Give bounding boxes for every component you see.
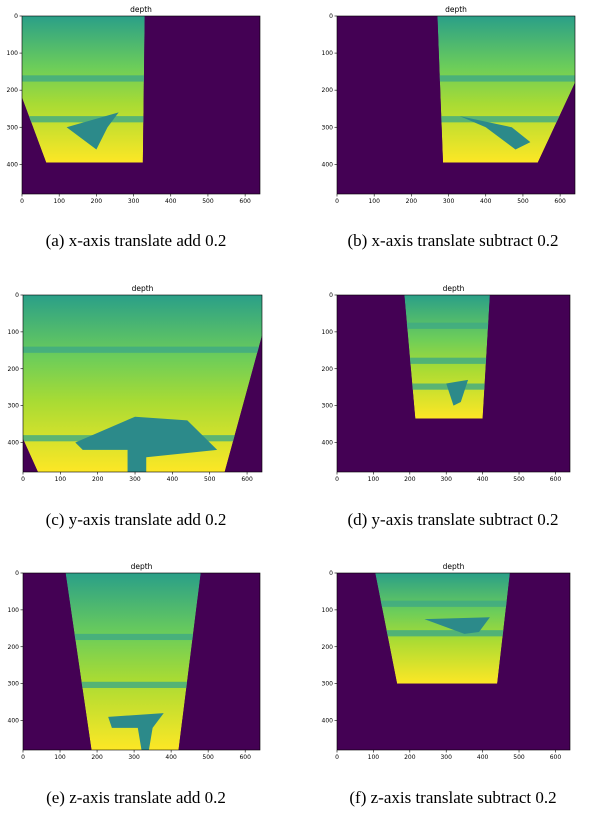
panel: depth 0 100 200 300 400 500 600 0 100 200 300 400 (b)… <box>322 5 575 250</box>
x-tick-label: 100 <box>55 476 67 483</box>
x-tick-label: 0 <box>21 754 25 761</box>
x-tick-label: 300 <box>440 476 452 483</box>
x-tick-label: 200 <box>92 476 104 483</box>
y-tick-label: 200 <box>8 644 20 651</box>
y-tick-label: 200 <box>8 366 20 373</box>
shelf <box>23 347 262 353</box>
figure: depth 0 100 200 300 400 500 600 0 100 200 300 400 (a)… <box>0 0 606 816</box>
y-tick-label: 100 <box>7 50 19 57</box>
y-tick-label: 400 <box>322 161 334 168</box>
x-tick-label: 400 <box>165 198 177 205</box>
x-tick-label: 0 <box>335 476 339 483</box>
y-tick-label: 100 <box>8 607 20 614</box>
panel-title: depth <box>130 5 152 14</box>
y-tick-label: 200 <box>7 87 19 94</box>
y-tick-label: 300 <box>322 124 334 131</box>
x-tick-label: 100 <box>54 754 66 761</box>
y-tick-label: 200 <box>322 87 334 94</box>
x-tick-label: 300 <box>128 198 140 205</box>
x-tick-label: 600 <box>239 754 251 761</box>
caption: (b) x-axis translate subtract 0.2 <box>347 231 558 250</box>
y-tick-label: 100 <box>322 50 334 57</box>
x-tick-label: 600 <box>241 476 253 483</box>
y-tick-label: 200 <box>322 366 334 373</box>
x-tick-label: 200 <box>91 754 103 761</box>
panel-title: depth <box>132 284 154 293</box>
panel-title: depth <box>443 284 465 293</box>
x-tick-label: 600 <box>239 198 251 205</box>
x-tick-label: 0 <box>335 754 339 761</box>
x-tick-label: 500 <box>204 476 216 483</box>
y-tick-label: 0 <box>329 292 333 299</box>
panel: depth 0 100 200 300 400 500 600 0 100 200 300 400 (c)… <box>8 284 262 529</box>
x-tick-label: 300 <box>128 754 140 761</box>
y-tick-label: 200 <box>322 644 334 651</box>
x-tick-label: 400 <box>480 198 492 205</box>
x-tick-label: 500 <box>202 754 214 761</box>
x-tick-label: 100 <box>368 476 380 483</box>
x-tick-label: 100 <box>53 198 65 205</box>
x-tick-label: 100 <box>368 198 380 205</box>
caption: (c) y-axis translate add 0.2 <box>46 510 227 529</box>
x-tick-label: 300 <box>440 754 452 761</box>
panel-title: depth <box>443 562 465 571</box>
y-tick-label: 100 <box>322 329 334 336</box>
y-tick-label: 0 <box>15 570 19 577</box>
y-tick-label: 400 <box>8 718 20 725</box>
y-tick-label: 400 <box>322 440 334 447</box>
y-tick-label: 300 <box>8 681 20 688</box>
x-tick-label: 500 <box>513 476 525 483</box>
y-tick-label: 300 <box>8 403 20 410</box>
panel-title: depth <box>131 562 153 571</box>
panel: depth 0 100 200 300 400 500 600 0 100 200 300 400 (f)… <box>322 562 570 807</box>
x-tick-label: 600 <box>550 754 562 761</box>
y-tick-label: 300 <box>7 124 19 131</box>
caption: (d) y-axis translate subtract 0.2 <box>347 510 558 529</box>
y-tick-label: 100 <box>322 607 334 614</box>
room-depth <box>375 573 510 684</box>
x-tick-label: 500 <box>517 198 529 205</box>
y-tick-label: 400 <box>8 440 20 447</box>
x-tick-label: 500 <box>202 198 214 205</box>
x-tick-label: 300 <box>443 198 455 205</box>
x-tick-label: 0 <box>335 198 339 205</box>
panel: depth 0 100 200 300 400 500 600 0 100 200 300 400 (e)… <box>8 562 260 807</box>
caption: (f) z-axis translate subtract 0.2 <box>349 788 556 807</box>
y-tick-label: 0 <box>14 13 18 20</box>
room <box>23 295 262 472</box>
y-tick-label: 400 <box>7 161 19 168</box>
x-tick-label: 100 <box>368 754 380 761</box>
x-tick-label: 200 <box>404 476 416 483</box>
room-depth <box>22 16 145 162</box>
x-tick-label: 200 <box>406 198 418 205</box>
y-tick-label: 0 <box>15 292 19 299</box>
x-tick-label: 400 <box>167 476 179 483</box>
room-depth <box>404 295 490 419</box>
x-tick-label: 600 <box>550 476 562 483</box>
x-tick-label: 200 <box>91 198 103 205</box>
x-tick-label: 0 <box>21 476 25 483</box>
x-tick-label: 400 <box>477 476 489 483</box>
x-tick-label: 400 <box>165 754 177 761</box>
x-tick-label: 600 <box>554 198 566 205</box>
y-tick-label: 300 <box>322 681 334 688</box>
caption: (e) z-axis translate add 0.2 <box>46 788 226 807</box>
x-tick-label: 0 <box>20 198 24 205</box>
x-tick-label: 300 <box>129 476 141 483</box>
y-tick-label: 0 <box>329 570 333 577</box>
x-tick-label: 200 <box>404 754 416 761</box>
y-tick-label: 400 <box>322 718 334 725</box>
caption: (a) x-axis translate add 0.2 <box>46 231 227 250</box>
panel: depth 0 100 200 300 400 500 600 0 100 200 300 400 (d)… <box>322 284 570 529</box>
panel: depth 0 100 200 300 400 500 600 0 100 200 300 400 (a)… <box>7 5 260 250</box>
y-tick-label: 0 <box>329 13 333 20</box>
x-tick-label: 500 <box>513 754 525 761</box>
x-tick-label: 400 <box>477 754 489 761</box>
y-tick-label: 100 <box>8 329 20 336</box>
panel-title: depth <box>445 5 467 14</box>
y-tick-label: 300 <box>322 403 334 410</box>
